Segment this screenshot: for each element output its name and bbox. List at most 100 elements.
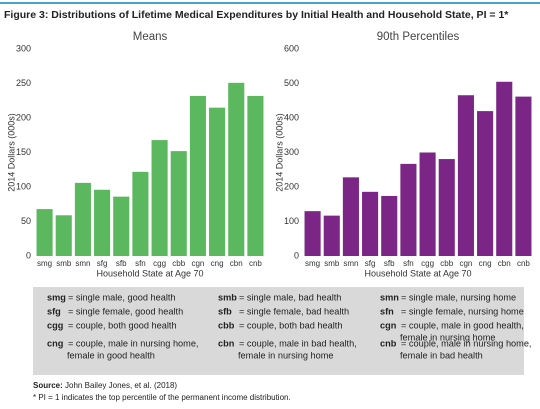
abbr-text: = single male, good health: [68, 292, 176, 302]
x-tick-label: sfb: [384, 259, 395, 268]
x-tick-label: cnb: [249, 259, 262, 268]
bar: [209, 107, 226, 257]
abbr-text: = couple, male in nursing home,: [68, 338, 199, 348]
y-tick-label: 150: [16, 147, 31, 157]
x-tick-label: cgg: [421, 259, 434, 268]
bar: [74, 182, 91, 256]
note: * PI = 1 indicates the top percentile of…: [33, 393, 291, 402]
y-tick-label: 100: [284, 216, 299, 226]
bar: [419, 152, 436, 256]
abbr-text: = couple, male in bad health,: [239, 338, 357, 348]
abbr-code: smb: [218, 292, 237, 302]
y-tick-label: 0: [26, 250, 31, 260]
abbr-code: cng: [47, 338, 63, 348]
abbr-code: sfg: [47, 306, 61, 316]
abbr-text: = couple, male in nursing home,: [401, 338, 532, 348]
legend-box: [33, 287, 524, 375]
bar: [362, 191, 379, 256]
bar: [515, 96, 532, 256]
abbr-code: cnb: [380, 338, 397, 348]
x-tick-label: smg: [305, 259, 320, 268]
abbr-text: = couple, both bad health: [239, 320, 342, 330]
abbr-text: female in nursing home: [238, 350, 334, 360]
x-tick-label: sfn: [135, 259, 146, 268]
x-tick-label: smn: [75, 259, 90, 268]
x-tick-label: cgn: [459, 259, 472, 268]
bar: [381, 195, 398, 256]
bar: [438, 159, 455, 256]
bar: [94, 189, 111, 256]
abbr-text: = couple, male in good health,: [401, 320, 524, 330]
x-tick-label: sfn: [403, 259, 414, 268]
figure-title: Figure 3: Distributions of Lifetime Medi…: [4, 9, 509, 21]
x-tick-label: sfg: [97, 259, 108, 268]
x-tick-label: cgg: [153, 259, 166, 268]
bar: [151, 140, 168, 256]
abbr-text: = single male, nursing home: [401, 292, 516, 302]
y-tick-label: 50: [21, 216, 31, 226]
abbr-text: = single female, bad health: [239, 306, 349, 316]
y-tick-label: 250: [16, 78, 31, 88]
abbr-code: sfn: [380, 306, 394, 316]
abbr-text: = single male, bad health: [239, 292, 341, 302]
x-tick-label: cbn: [498, 259, 511, 268]
chart-title: Means: [133, 31, 168, 43]
x-tick-label: cbb: [172, 259, 185, 268]
y-tick-label: 400: [284, 112, 299, 122]
bar: [496, 81, 513, 257]
bar: [113, 196, 130, 256]
bar: [170, 151, 187, 256]
y-tick-label: 0: [294, 250, 299, 260]
x-tick-label: cbn: [230, 259, 243, 268]
abbr-text: = single female, nursing home: [401, 306, 524, 316]
bar: [342, 177, 359, 256]
abbr-text: = couple, both good health: [68, 320, 177, 330]
abbr-text: = single female, good health: [68, 306, 183, 316]
bar: [457, 95, 474, 256]
x-tick-label: smb: [324, 259, 340, 268]
x-axis-title: Household State at Age 70: [364, 268, 471, 278]
y-tick-label: 300: [16, 43, 31, 53]
bar: [228, 82, 245, 256]
x-tick-label: smb: [56, 259, 72, 268]
x-tick-label: cng: [211, 259, 224, 268]
x-tick-label: cgn: [191, 259, 204, 268]
abbr-code: cgn: [380, 320, 397, 330]
abbr-text: female in nursing home: [400, 332, 496, 342]
bar: [323, 215, 340, 256]
y-axis-title: 2014 Dollars (000s): [274, 113, 284, 192]
y-axis-title: 2014 Dollars (000s): [6, 113, 16, 192]
top-rule: [0, 2, 540, 4]
source-label: Source:: [33, 381, 63, 390]
bar: [247, 95, 264, 256]
x-tick-label: smg: [37, 259, 52, 268]
x-tick-label: cbb: [440, 259, 453, 268]
abbr-text: female in bad health: [400, 350, 483, 360]
bar: [189, 95, 206, 256]
y-tick-label: 200: [16, 112, 31, 122]
x-tick-label: cnb: [517, 259, 530, 268]
chart-title: 90th Percentiles: [377, 31, 460, 43]
bar: [477, 111, 494, 256]
y-tick-label: 500: [284, 78, 299, 88]
abbr-code: smg: [47, 292, 66, 302]
bar: [132, 171, 149, 256]
abbr-code: cbb: [218, 320, 235, 330]
bar: [55, 215, 72, 256]
source-text: John Bailey Jones, et al. (2018): [65, 381, 177, 390]
abbr-code: sfb: [218, 306, 232, 316]
source: Source: John Bailey Jones, et al. (2018): [33, 381, 177, 390]
abbr-text: female in good health: [67, 350, 155, 360]
x-tick-label: sfg: [365, 259, 376, 268]
x-tick-label: smn: [343, 259, 358, 268]
abbr-code: smn: [380, 292, 399, 302]
y-tick-label: 300: [284, 147, 299, 157]
abbr-code: cgg: [47, 320, 63, 330]
x-axis-title: Household State at Age 70: [96, 268, 203, 278]
x-tick-label: cng: [479, 259, 492, 268]
bar: [36, 209, 53, 256]
bar: [304, 211, 321, 256]
y-tick-label: 200: [284, 181, 299, 191]
bar: [400, 163, 417, 256]
